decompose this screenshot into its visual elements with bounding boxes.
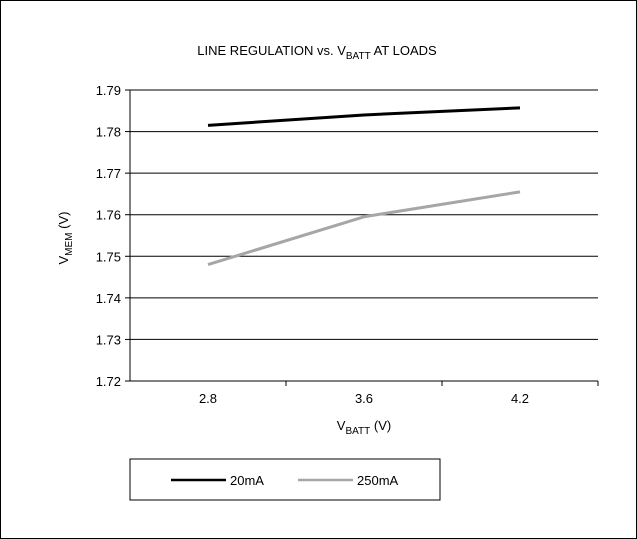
x-axis-label: VBATT (V) xyxy=(337,418,391,437)
y-axis-label-main: V xyxy=(56,255,71,264)
legend-label-250ma: 250mA xyxy=(357,473,399,488)
y-axis-label-subscript: MEM xyxy=(64,232,75,255)
chart-title: LINE REGULATION vs. VBATT AT LOADS xyxy=(197,43,437,62)
gridlines xyxy=(130,89,598,340)
y-axis-label-suffix: (V) xyxy=(56,212,71,233)
series-line-20ma xyxy=(207,106,521,127)
chart-title-suffix: AT LOADS xyxy=(371,43,437,58)
y-tick-label: 1.77 xyxy=(96,166,121,181)
x-axis-label-subscript: BATT xyxy=(345,426,370,437)
series-line-250ma xyxy=(207,190,521,267)
y-tick-label: 1.72 xyxy=(96,374,121,389)
x-tick-label: 3.6 xyxy=(355,391,373,406)
y-tick-label: 1.79 xyxy=(96,83,121,98)
x-axis-label-suffix: (V) xyxy=(370,418,391,433)
chart-title-subscript: BATT xyxy=(346,51,371,62)
y-tick-label: 1.74 xyxy=(96,291,121,306)
x-tick-label: 4.2 xyxy=(511,391,529,406)
y-tick-labels: 1.72 1.73 1.74 1.75 1.76 1.77 1.78 1.79 xyxy=(96,83,121,389)
chart-title-prefix: LINE REGULATION vs. V xyxy=(197,43,346,58)
x-axis-label-main: V xyxy=(337,418,346,433)
y-tick-label: 1.78 xyxy=(96,125,121,140)
y-tick-label: 1.76 xyxy=(96,208,121,223)
series-lines xyxy=(207,106,521,267)
x-tick-label: 2.8 xyxy=(199,391,217,406)
axes xyxy=(125,89,599,386)
x-tick-labels: 2.8 3.6 4.2 xyxy=(199,391,529,406)
legend: 20mA 250mA xyxy=(129,458,441,501)
legend-label-20ma: 20mA xyxy=(230,473,264,488)
y-axis-label: VMEM (V) xyxy=(56,212,75,265)
y-tick-label: 1.73 xyxy=(96,332,121,347)
y-tick-label: 1.75 xyxy=(96,249,121,264)
